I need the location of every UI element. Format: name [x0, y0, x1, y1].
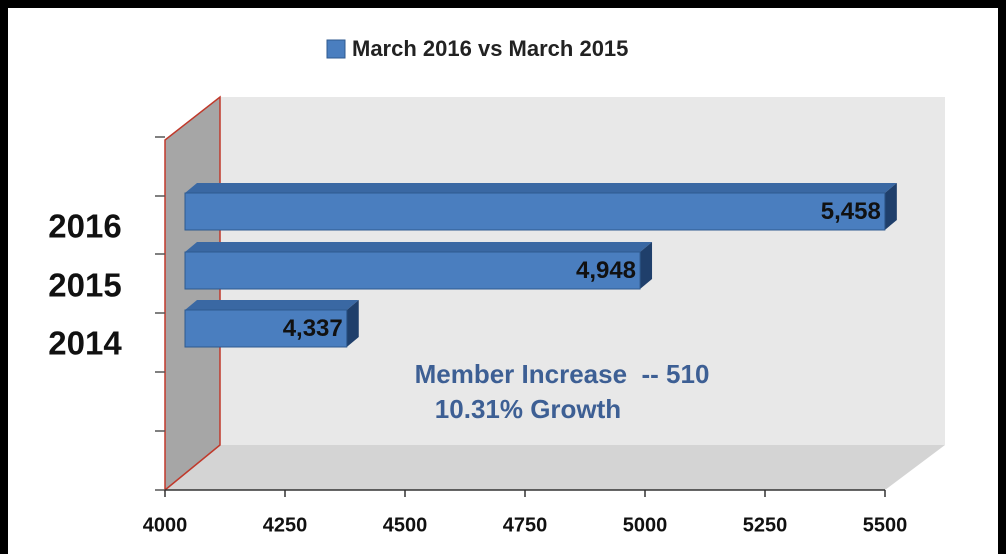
x-tick-label: 4250: [263, 514, 308, 536]
bar-top: [185, 300, 359, 310]
x-tick-label: 5000: [623, 514, 668, 536]
y-tick-label: 2016: [48, 208, 121, 245]
bar-side: [884, 183, 897, 230]
annotation: Member Increase -- 510: [415, 359, 710, 389]
side-wall: [164, 95, 221, 492]
bar-side: [640, 242, 653, 289]
bar: [184, 309, 348, 348]
bar-top: [185, 242, 653, 252]
bar-side: [346, 300, 359, 347]
category-ticks: [155, 136, 165, 491]
x-tick-label: 4750: [503, 514, 548, 536]
data-label: 4,337: [283, 315, 343, 342]
annotation: 10.31% Growth: [435, 394, 621, 424]
x-tick-label: 4500: [383, 514, 428, 536]
bar: [184, 192, 886, 231]
x-tick-label: 4000: [143, 514, 188, 536]
legend-label: March 2016 vs March 2015: [352, 36, 628, 61]
y-tick-label: 2014: [48, 325, 122, 362]
data-label: 4,948: [576, 257, 636, 284]
x-tick-label: 5500: [863, 514, 908, 536]
data-label: 5,458: [821, 198, 881, 225]
legend-swatch: [326, 39, 346, 59]
bar-top: [185, 183, 897, 193]
x-tick-label: 5250: [743, 514, 788, 536]
y-tick-label: 2015: [48, 267, 121, 304]
floor: [165, 445, 945, 490]
bar: [184, 251, 641, 290]
